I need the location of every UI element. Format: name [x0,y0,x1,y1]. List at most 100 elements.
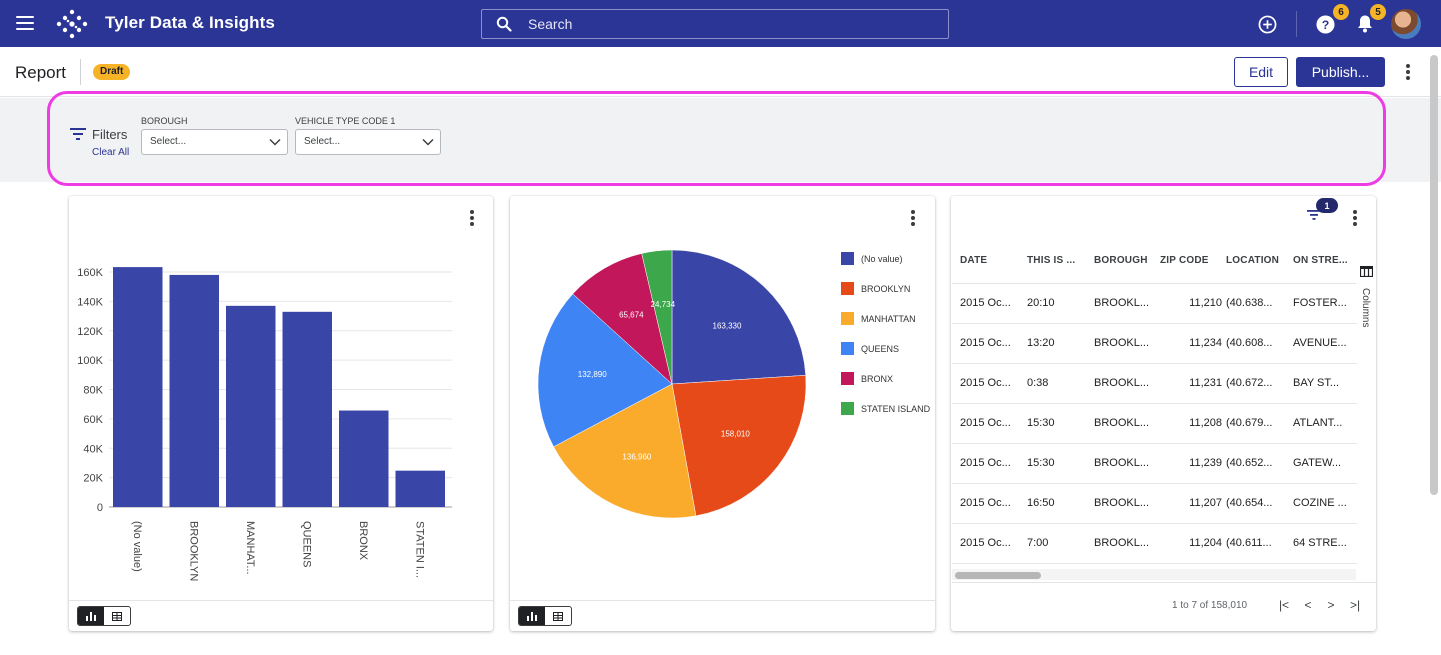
legend-label[interactable]: BRONX [861,374,893,384]
pie-slice[interactable] [537,293,673,448]
pie-chart: 163,330 158,010 136,960 132,890 65,674 24,734… [537,249,931,519]
table-cell: 11,239 [1189,457,1222,469]
table-cell: BROOKL... [1094,377,1150,389]
y-tick-label: 120K [77,326,103,338]
legend-label[interactable]: (No value) [861,254,903,264]
table-row[interactable]: 2015 Oc... 15:30 BROOKL... 11,208 (40.679...… [952,404,1357,444]
pie-slice[interactable] [641,249,673,385]
bar[interactable] [169,274,220,507]
legend-label[interactable]: MANHATTAN [861,314,916,324]
legend-swatch[interactable] [841,372,854,385]
pie-data-label: 132,890 [578,370,607,379]
table-cell: 20:10 [1027,297,1055,309]
search-bar[interactable] [481,9,949,39]
card-divider [510,600,935,601]
clear-all-link[interactable]: Clear All [92,147,130,158]
columns-panel-toggle[interactable]: Columns [1360,288,1371,328]
column-header[interactable]: ZIP CODE [1160,255,1209,266]
bar[interactable] [395,470,446,507]
last-page-button[interactable]: >| [1349,598,1361,612]
y-tick-label: 160K [77,267,103,279]
column-header[interactable]: LOCATION [1226,255,1280,266]
x-tick-label: QUEENS [300,521,312,567]
card-menu-icon[interactable] [470,210,474,226]
menu-icon[interactable] [16,16,34,30]
legend-swatch[interactable] [841,252,854,265]
table-cell: 2015 Oc... [960,297,1011,309]
pie-slice[interactable] [671,249,806,385]
table-cell: (40.652... [1226,457,1273,469]
card-menu-icon[interactable] [911,210,915,226]
card-menu-icon[interactable] [1353,210,1357,226]
table-cell: 15:30 [1027,457,1055,469]
legend-swatch[interactable] [841,342,854,355]
table-cell: 2015 Oc... [960,337,1011,349]
view-toggle [518,606,572,626]
publish-button[interactable]: Publish... [1296,57,1385,87]
logo-icon[interactable] [56,9,88,39]
bar-chart-icon [527,611,537,621]
chart-view-button[interactable] [78,607,104,625]
pie-slice[interactable] [671,375,807,517]
report-header: Report Draft Edit Publish... [0,47,1441,97]
column-header[interactable]: THIS IS ... [1027,255,1076,266]
pagination-summary: 1 to 7 of 158,010 [1172,600,1248,611]
avatar[interactable] [1391,9,1421,39]
scrollbar-thumb[interactable] [955,572,1041,579]
horizontal-scrollbar[interactable] [952,569,1356,580]
borough-select[interactable]: Select... [141,129,288,155]
chevron-down-icon [422,138,434,146]
table-view-button[interactable] [545,607,571,625]
table-row[interactable]: 2015 Oc... 0:38 BROOKL... 11,231 (40.672... B… [952,364,1357,404]
legend-swatch[interactable] [841,402,854,415]
table-cell: 11,208 [1189,417,1222,429]
previous-page-button[interactable]: < [1304,598,1312,612]
help-icon[interactable]: ? [1316,15,1335,34]
vehicle-type-select[interactable]: Select... [295,129,441,155]
page-scrollbar[interactable] [1430,55,1438,495]
status-badge: Draft [93,64,131,80]
legend-label[interactable]: QUEENS [861,344,899,354]
table-row[interactable]: 2015 Oc... 16:50 BROOKL... 11,207 (40.654...… [952,484,1357,524]
notification-bell-icon[interactable] [1357,14,1373,33]
next-page-button[interactable]: > [1327,598,1335,612]
table-icon [553,611,563,621]
legend-label[interactable]: BROOKLYN [861,284,910,294]
edit-button[interactable]: Edit [1234,57,1288,87]
column-header[interactable]: BOROUGH [1094,255,1148,266]
table-row[interactable]: 2015 Oc... 7:00 BROOKL... 11,204 (40.611... 6… [952,524,1357,564]
pie-slice[interactable] [572,253,673,385]
chevron-down-icon [269,138,281,146]
top-app-bar: Tyler Data & Insights ? 6 5 [0,0,1441,47]
search-input[interactable] [528,16,928,32]
pie-slice[interactable] [553,383,697,519]
more-options-icon[interactable] [1406,64,1410,80]
y-tick-label: 60K [83,414,103,426]
pie-data-label: 24,734 [651,300,676,309]
filter-icon[interactable] [1307,209,1321,221]
table-cell: BROOKL... [1094,337,1150,349]
table-icon [112,611,122,621]
chart-view-button[interactable] [519,607,545,625]
bar[interactable] [113,267,163,507]
table-view-button[interactable] [104,607,130,625]
x-tick-label: MANHAT... [244,521,256,575]
bar[interactable] [226,305,276,507]
add-circle-icon[interactable] [1258,15,1277,34]
bar[interactable] [282,311,333,507]
svg-text:?: ? [1322,18,1330,32]
legend-swatch[interactable] [841,282,854,295]
column-header[interactable]: DATE [960,255,988,266]
first-page-button[interactable]: |< [1278,598,1290,612]
y-tick-label: 100K [77,355,103,367]
bar[interactable] [339,410,389,507]
table-row[interactable]: 2015 Oc... 15:30 BROOKL... 11,239 (40.652...… [952,444,1357,484]
legend-label[interactable]: STATEN ISLAND [861,404,931,414]
column-header[interactable]: ON STRE... [1293,255,1348,266]
table-cell: (40.638... [1226,297,1273,309]
columns-icon[interactable] [1360,266,1373,277]
table-row[interactable]: 2015 Oc... 13:20 BROOKL... 11,234 (40.608...… [952,324,1357,364]
table-cell: 2015 Oc... [960,457,1011,469]
table-row[interactable]: 2015 Oc... 20:10 BROOKL... 11,210 (40.638...… [952,284,1357,324]
legend-swatch[interactable] [841,312,854,325]
